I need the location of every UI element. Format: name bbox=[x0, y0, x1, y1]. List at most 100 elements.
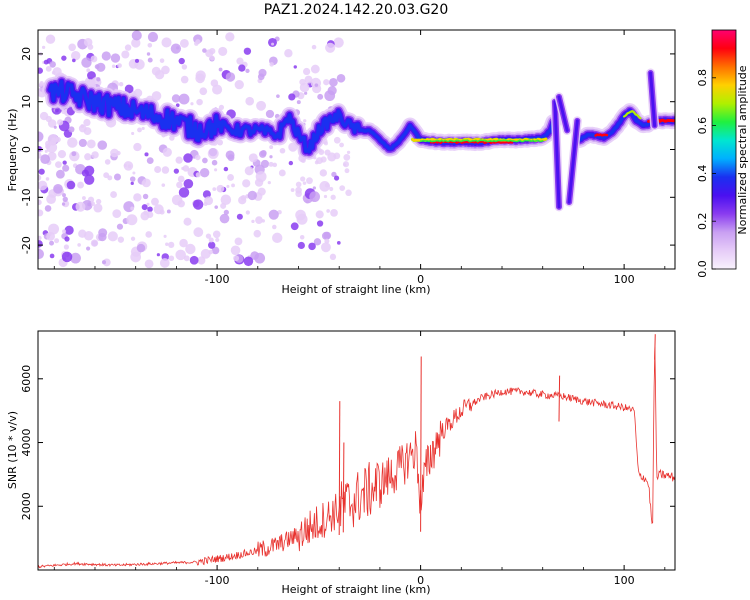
spectrogram-noise-blob bbox=[61, 251, 73, 263]
spectrogram-noise-blob bbox=[205, 49, 214, 58]
spectrogram-noise-blob bbox=[170, 43, 182, 54]
spectrogram-noise-blob bbox=[231, 183, 235, 188]
spectrogram-noise-blob bbox=[90, 201, 95, 207]
spectrogram-noise-blob bbox=[331, 171, 337, 178]
spectrogram-noise-blob bbox=[212, 84, 223, 95]
spectrogram-noise-blob bbox=[144, 152, 149, 157]
spectrogram-x-ticks: -100 0 100 bbox=[53, 30, 666, 286]
spectrogram-noise-blob bbox=[320, 242, 331, 253]
spectrogram-noise-blob bbox=[302, 67, 311, 76]
spectrogram-noise-blob bbox=[176, 46, 180, 50]
spectrogram-noise-blob bbox=[253, 229, 262, 238]
spectrogram-noise-blob bbox=[61, 55, 67, 61]
x-tick-label: -100 bbox=[205, 273, 230, 286]
spectrogram-noise-blob bbox=[323, 194, 328, 199]
spectrogram-noise-blob bbox=[161, 37, 172, 48]
spectrogram-x-label: Height of straight line (km) bbox=[281, 283, 430, 296]
spectrogram-noise-blob bbox=[126, 214, 138, 226]
spectrogram-noise-blob bbox=[225, 72, 236, 82]
spectrogram-noise-blob bbox=[70, 252, 81, 264]
spectrogram-noise-blob bbox=[130, 181, 134, 186]
spectrogram-noise-blob bbox=[90, 239, 99, 247]
spectrogram-noise-blob bbox=[62, 164, 70, 172]
snr-x-ticks: -100 0 100 bbox=[53, 331, 666, 587]
spectrogram-noise-blob bbox=[216, 184, 225, 193]
y-tick-label: 6000 bbox=[20, 365, 33, 393]
spectrogram-noise-blob bbox=[284, 49, 293, 58]
spectrogram-noise-blob bbox=[53, 184, 63, 194]
spectrogram-noise-blob bbox=[112, 209, 122, 219]
spectrogram-noise-blob bbox=[51, 137, 56, 142]
spectrogram-noise-blob bbox=[168, 255, 175, 262]
y-tick-label: 10 bbox=[20, 95, 33, 109]
spectrogram-noise-blob bbox=[178, 187, 190, 198]
spectrogram-noise-blob bbox=[189, 255, 199, 265]
spectrogram-noise-blob bbox=[64, 236, 70, 242]
spectrogram-noise-blob bbox=[295, 190, 302, 198]
spectrogram-noise-blob bbox=[260, 150, 267, 157]
spectrogram-noise-blob bbox=[147, 42, 153, 48]
spectrogram-noise-blob bbox=[255, 216, 263, 224]
spectrogram-noise-blob bbox=[243, 256, 254, 267]
snr-series-line bbox=[38, 346, 675, 569]
spectrogram-noise-blob bbox=[317, 93, 324, 100]
snr-panel: -100 0 100 2000 4000 6000 Height of straight… bbox=[6, 330, 676, 596]
spectrogram-noise-blob bbox=[141, 126, 145, 131]
spectrogram-noise-blob bbox=[97, 140, 108, 150]
spectrogram-noise-blob bbox=[315, 210, 324, 219]
spectrogram-noise-blob bbox=[268, 161, 274, 167]
spectrogram-noise-blob bbox=[163, 234, 167, 238]
spectrogram-noise-blob bbox=[134, 58, 140, 63]
spectrogram-noise-blob bbox=[183, 255, 190, 262]
spectrogram-noise-blob bbox=[329, 186, 334, 192]
spectrogram-noise-blob bbox=[212, 230, 221, 239]
spectrogram-noise-blob bbox=[96, 77, 101, 82]
spectrogram-noise-blob bbox=[131, 131, 135, 136]
spectrogram-noise-blob bbox=[84, 153, 92, 161]
spectrogram-noise-blob bbox=[151, 197, 159, 206]
spectrogram-noise-blob bbox=[131, 38, 141, 48]
spectrogram-noise-blob bbox=[123, 163, 127, 168]
spectrogram-noise-blob bbox=[38, 174, 42, 181]
spectrogram-noise-blob bbox=[62, 229, 67, 234]
spectrogram-noise-blob bbox=[118, 81, 124, 87]
y-tick-label: -10 bbox=[20, 188, 33, 206]
spectrogram-noise-blob bbox=[175, 249, 186, 261]
spectrogram-noise-blob bbox=[339, 142, 344, 148]
spectrogram-noise-blob bbox=[180, 75, 189, 84]
spectrogram-noise-blob bbox=[226, 184, 230, 188]
spectrogram-noise-blob bbox=[245, 96, 255, 106]
snr-spike bbox=[420, 356, 422, 532]
spectrogram-noise-blob bbox=[261, 219, 265, 223]
spectrogram-noise-blob bbox=[339, 185, 346, 192]
spectrogram-noise-blob bbox=[299, 78, 306, 86]
spectrogram-ridge-core bbox=[623, 110, 642, 120]
spectrogram-noise-blob bbox=[199, 87, 208, 96]
spectrogram-noise-blob bbox=[54, 238, 60, 244]
spectrogram-noise-blob bbox=[336, 73, 346, 83]
spectrogram-noise-blob bbox=[205, 233, 212, 239]
spectrogram-noise-blob bbox=[219, 213, 230, 224]
spectrogram-noise-blob bbox=[49, 253, 55, 259]
spectrogram-noise-blob bbox=[55, 161, 62, 168]
spectrogram-noise-blob bbox=[175, 103, 180, 108]
figure-title: PAZ1.2024.142.20.03.G20 bbox=[264, 2, 449, 18]
spectrogram-noise-blob bbox=[215, 237, 220, 242]
snr-y-ticks: 2000 4000 6000 bbox=[20, 365, 675, 520]
spectrogram-noise-blob bbox=[194, 41, 199, 46]
spectrogram-noise-blob bbox=[346, 150, 351, 155]
spectrogram-noise-blob bbox=[313, 238, 322, 246]
spectrogram-noise-blob bbox=[243, 47, 252, 55]
spectrogram-noise-blob bbox=[321, 231, 331, 241]
spectrogram-noise-blob bbox=[130, 251, 141, 263]
spectrogram-noise-blob bbox=[300, 158, 306, 164]
spectrogram-noise-blob bbox=[183, 178, 194, 189]
spectrogram-noise-blob bbox=[333, 136, 341, 144]
spectrogram-noise-blob bbox=[336, 241, 341, 245]
spectrogram-noise-blob bbox=[310, 77, 322, 89]
spectrogram-noise-blob bbox=[38, 199, 42, 206]
spectrogram-noise-blob bbox=[147, 31, 159, 43]
spectrogram-noise-blob bbox=[179, 238, 188, 248]
colorbar-tick-label: 0.0 bbox=[696, 260, 709, 278]
spectrogram-noise-blob bbox=[344, 168, 350, 174]
